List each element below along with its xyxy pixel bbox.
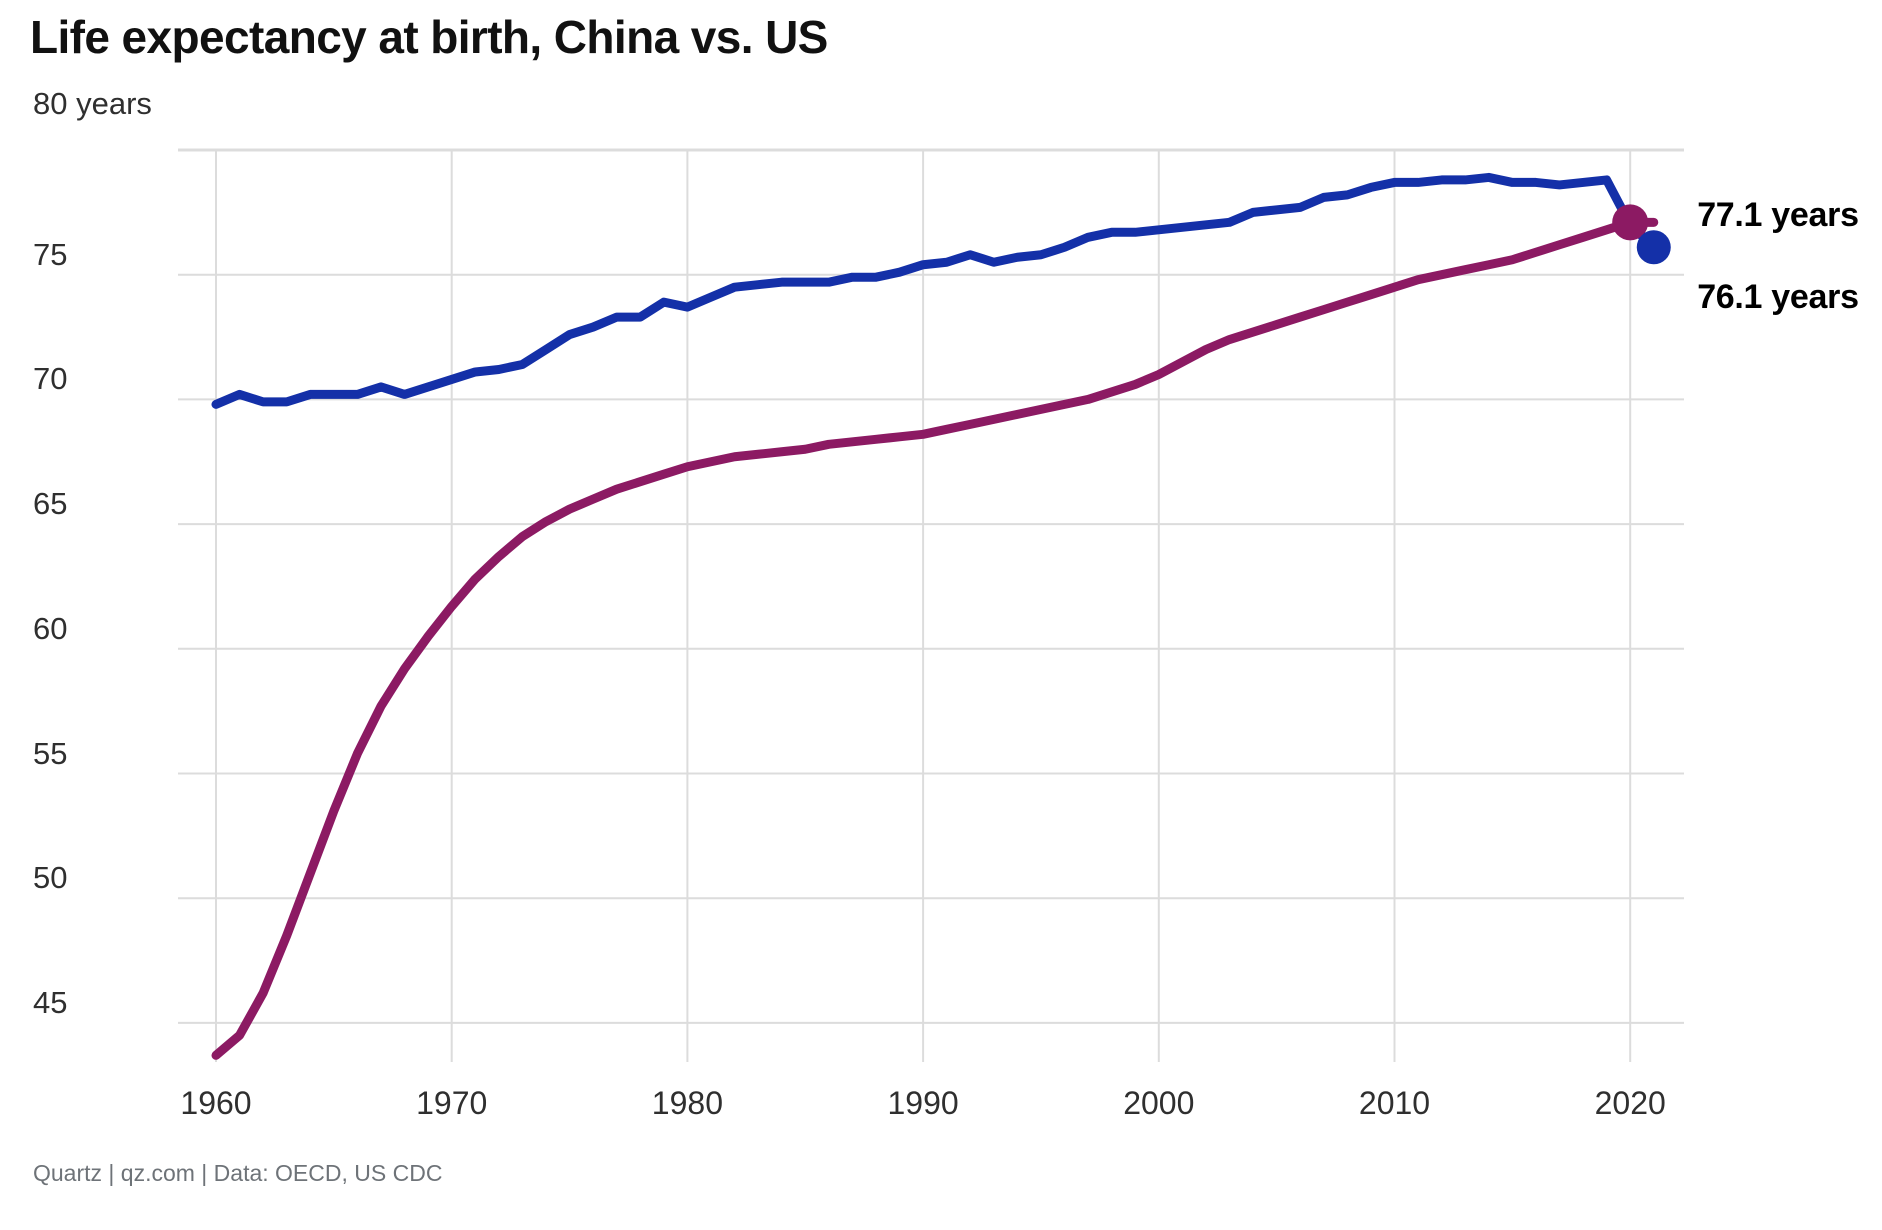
us-end-label: 76.1 years: [1697, 278, 1859, 317]
china-line: [211, 217, 1659, 1060]
x-tick-label-2020: 2020: [1594, 1085, 1666, 1121]
china-endpoint-marker: [1612, 204, 1649, 241]
us-line: [211, 172, 1659, 409]
x-tick-label-1990: 1990: [887, 1085, 959, 1121]
x-tick-label-1960: 1960: [180, 1085, 252, 1121]
y-tick-label-65: 65: [33, 486, 68, 522]
x-tick-label-2000: 2000: [1123, 1085, 1195, 1121]
y-tick-label-70: 70: [33, 361, 68, 397]
y-tick-label-45: 45: [33, 984, 68, 1020]
x-tick-label-1980: 1980: [651, 1085, 723, 1121]
y-tick-label-55: 55: [33, 735, 68, 771]
y-tick-label-50: 50: [33, 860, 68, 896]
y-tick-label-75: 75: [33, 236, 68, 272]
vertical-gridlines: [215, 150, 1632, 1062]
footer-credit: Quartz | qz.com | Data: OECD, US CDC: [33, 1160, 443, 1186]
y-axis-unit-label: 80 years: [33, 86, 152, 121]
horizontal-gridlines: [178, 148, 1684, 1024]
china-end-label: 77.1 years: [1697, 196, 1859, 235]
page-title: Life expectancy at birth, China vs. US: [30, 11, 828, 63]
y-tick-label-60: 60: [33, 610, 68, 646]
x-tick-label-2010: 2010: [1358, 1085, 1431, 1121]
x-tick-label-1970: 1970: [416, 1085, 488, 1121]
us-endpoint-marker: [1636, 230, 1671, 265]
